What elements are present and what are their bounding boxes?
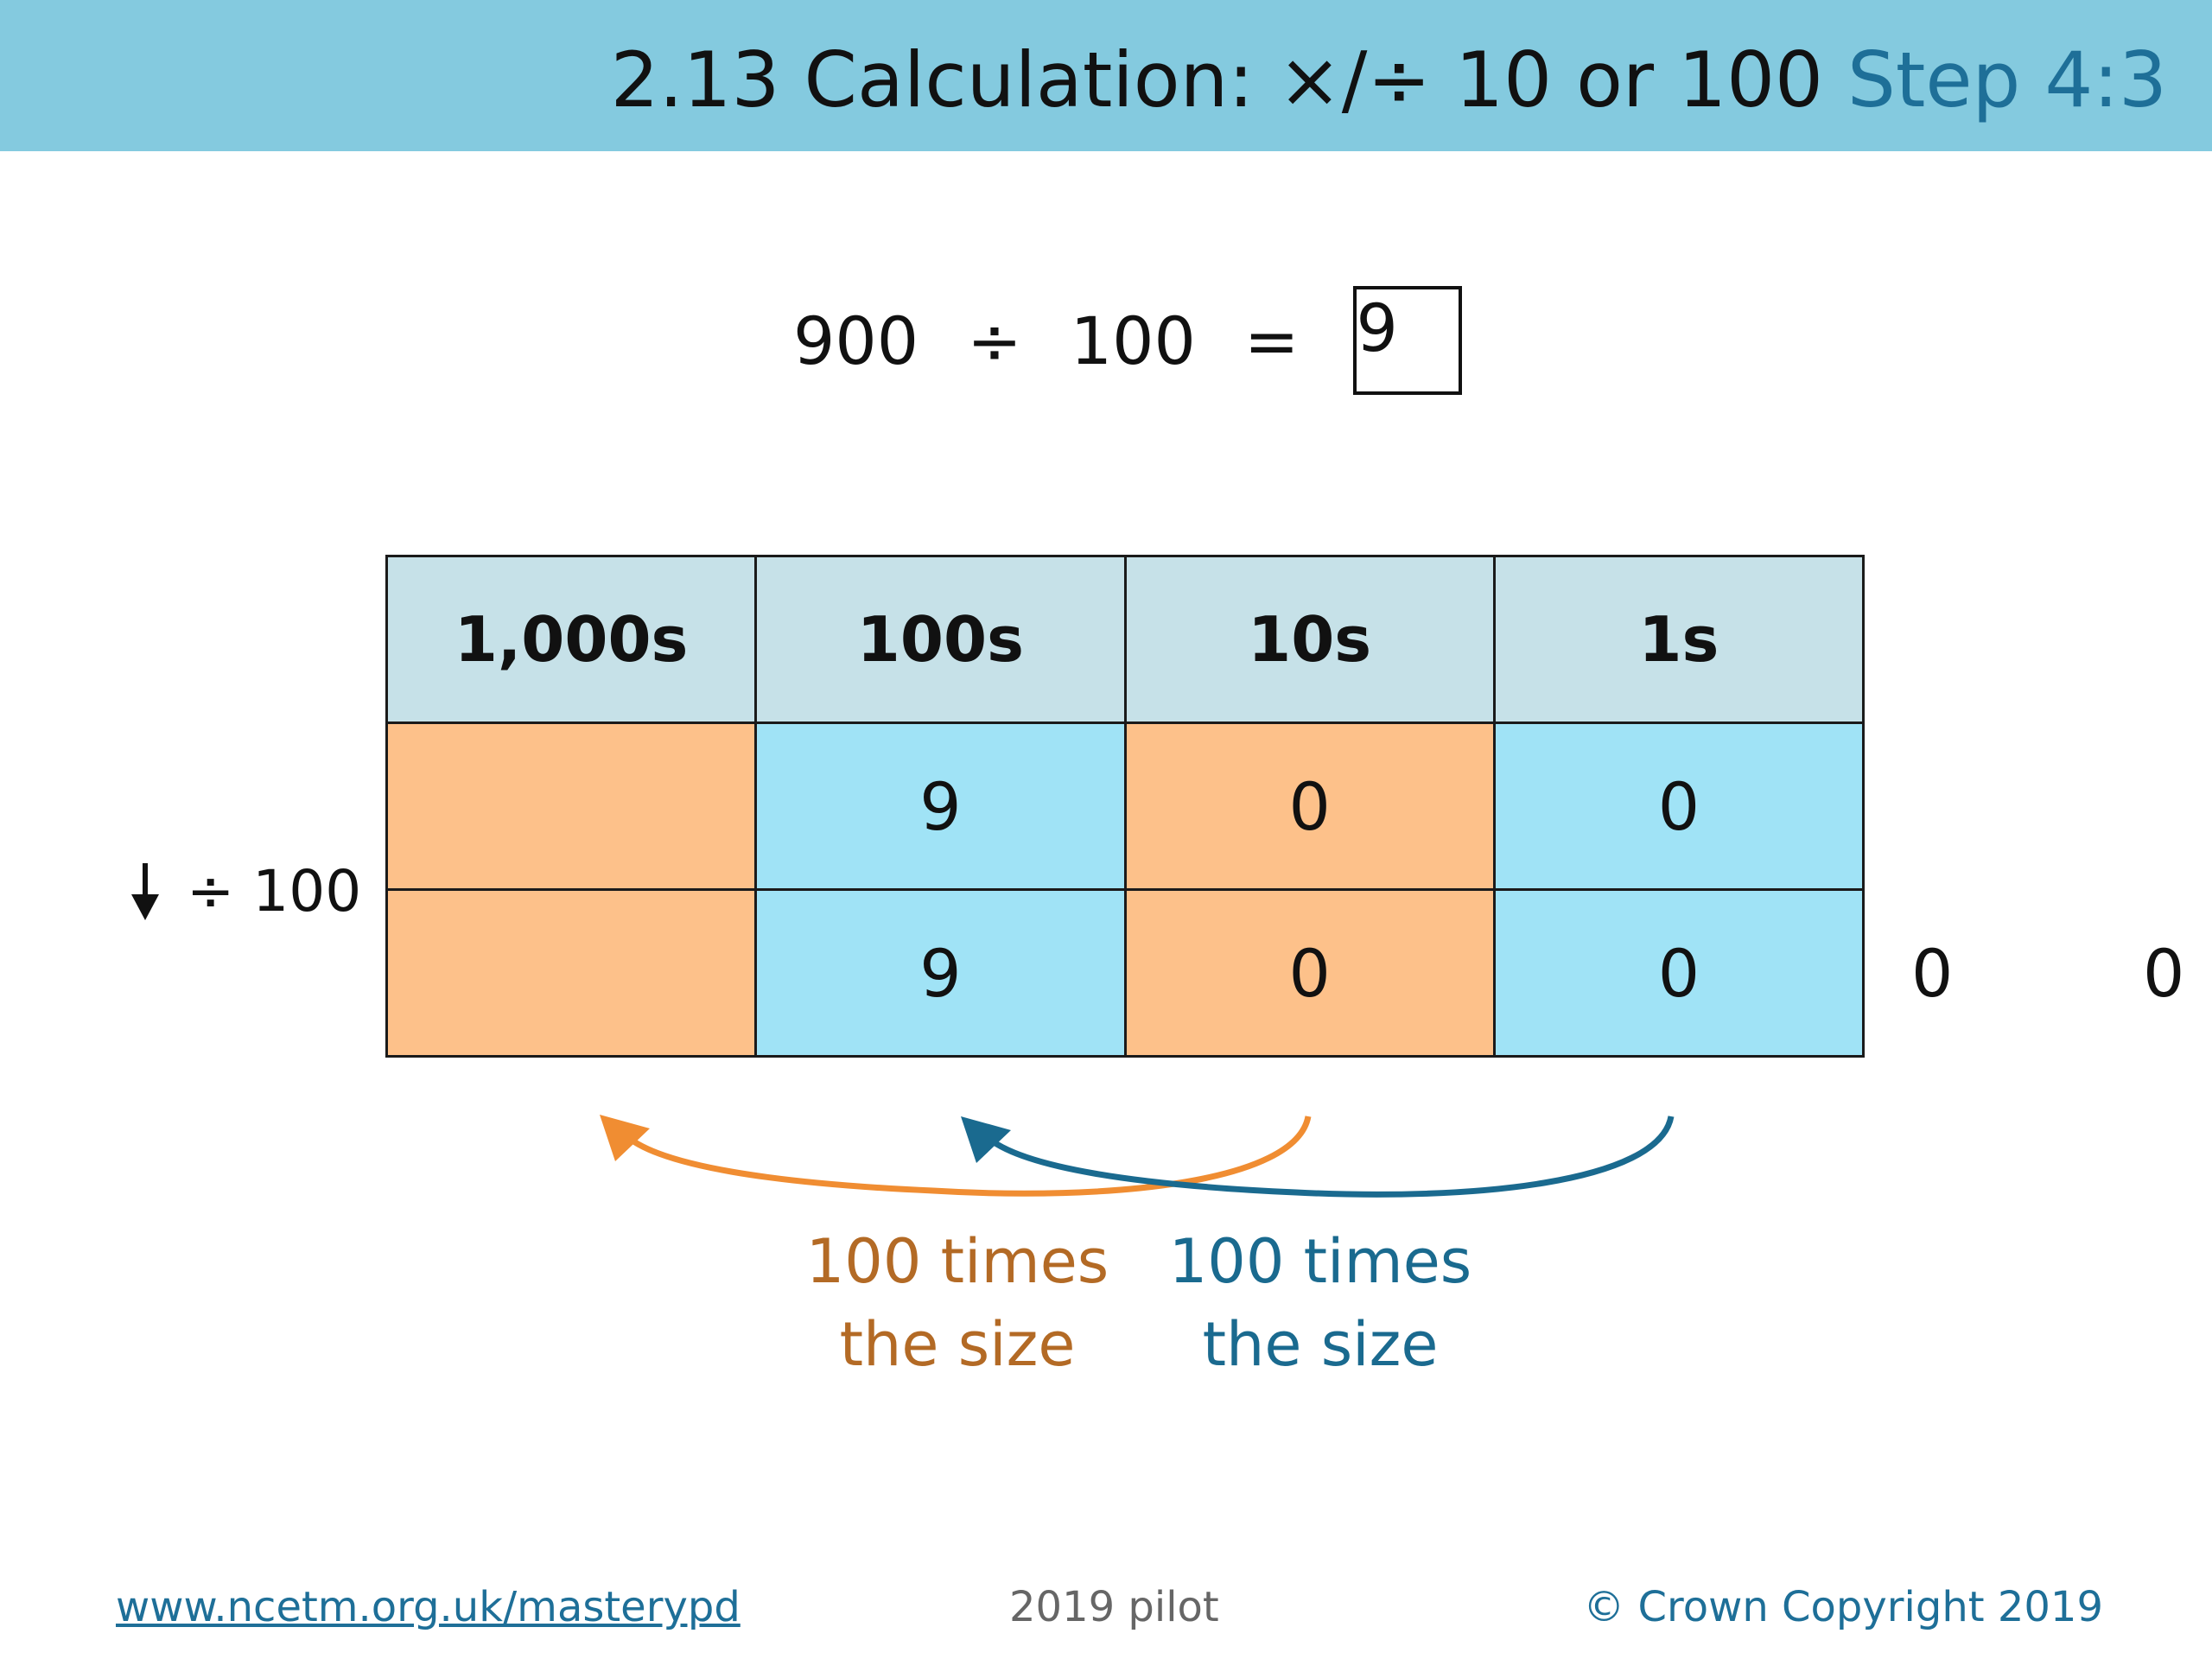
caption-orange-line-2: the size (839, 1309, 1076, 1380)
cell-thousands (385, 721, 758, 891)
equation-equals: = (1243, 302, 1300, 379)
cell-thousands (385, 888, 758, 1058)
equation: 900 ÷ 100 = 9 (793, 282, 1462, 399)
blue-shift-arrow (982, 1116, 1675, 1198)
equation-operator: ÷ (967, 302, 1022, 379)
column-header-ones: 1s (1492, 555, 1866, 724)
page-title: 2.13 Calculation: ×/÷ 10 or 100 Step 4:3 (611, 33, 2167, 128)
orange-arrowhead-icon (600, 1115, 650, 1161)
table-header-row: 1,000s 100s 10s 1s (385, 555, 1866, 724)
footer-copyright: © Crown Copyright 2019 (1583, 1583, 2103, 1631)
caption-blue: 100 times the size (1139, 1220, 1502, 1386)
caption-blue-line-2: the size (1202, 1309, 1439, 1380)
operation-label: ÷ 100 (128, 857, 361, 926)
title-text: 2.13 Calculation: ×/÷ 10 or 100 (610, 35, 1824, 124)
equation-answer-box: 9 (1352, 286, 1462, 395)
cell-tens: 0 (1123, 721, 1496, 891)
footer-website-link[interactable]: www.ncetm.org.uk/masterypd (116, 1583, 741, 1631)
equation-dividend: 900 (793, 302, 919, 379)
caption-orange: 100 times the size (776, 1220, 1139, 1386)
caption-blue-line-1: 100 times (1168, 1226, 1472, 1297)
title-bar: 2.13 Calculation: ×/÷ 10 or 100 Step 4:3 (0, 0, 2212, 151)
place-value-table: 1,000s 100s 10s 1s 9 0 0 9 0 0 (385, 555, 1866, 1058)
cell-tens: 0 (1123, 888, 1496, 1058)
overflow-digit: 0 (1911, 935, 1954, 1012)
equation-answer: 9 (1356, 289, 1398, 366)
footer-pilot-label: 2019 pilot (1009, 1583, 1219, 1631)
caption-orange-line-1: 100 times (805, 1226, 1109, 1297)
column-header-thousands: 1,000s (385, 555, 758, 724)
table-row: 9 0 0 (385, 888, 1866, 1058)
column-header-hundreds: 100s (754, 555, 1127, 724)
cell-hundreds: 9 (754, 888, 1127, 1058)
cell-hundreds: 9 (754, 721, 1127, 891)
table-row: 9 0 0 (385, 721, 1866, 891)
down-arrow-icon (131, 863, 159, 920)
orange-shift-arrow (621, 1116, 1312, 1197)
step-label: Step 4:3 (1847, 35, 2167, 124)
overflow-digit: 0 (2143, 935, 2185, 1012)
cell-ones: 0 (1492, 888, 1866, 1058)
operation-text: ÷ 100 (187, 858, 362, 925)
equation-divisor: 100 (1070, 302, 1196, 379)
cell-ones: 0 (1492, 721, 1866, 891)
blue-arrowhead-icon (961, 1116, 1011, 1163)
column-header-tens: 10s (1123, 555, 1496, 724)
